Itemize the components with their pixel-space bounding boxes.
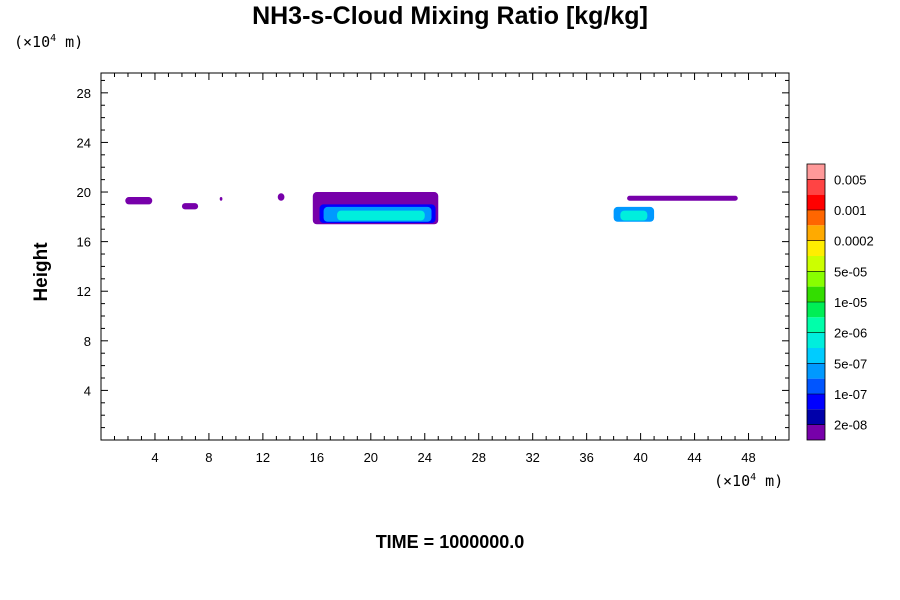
colorbar-segment bbox=[807, 194, 825, 210]
colorbar-segment bbox=[807, 271, 825, 287]
colorbar-label: 0.001 bbox=[834, 203, 867, 218]
data-region bbox=[337, 210, 425, 221]
colorbar-segment bbox=[807, 240, 825, 256]
y-tick-label: 12 bbox=[77, 284, 91, 299]
colorbar-segment bbox=[807, 409, 825, 425]
x-tick-label: 36 bbox=[579, 450, 593, 465]
colorbar-segment bbox=[807, 286, 825, 302]
colorbar-segment bbox=[807, 348, 825, 364]
colorbar-segment bbox=[807, 332, 825, 348]
x-tick-label: 4 bbox=[151, 450, 158, 465]
colorbar-label: 2e-06 bbox=[834, 326, 867, 341]
data-region bbox=[620, 210, 648, 221]
colorbar-segment bbox=[807, 210, 825, 226]
plot-frame bbox=[100, 72, 790, 441]
x-tick-label: 8 bbox=[205, 450, 212, 465]
time-label: TIME = 1000000.0 bbox=[375, 532, 525, 552]
colorbar-label: 1e-05 bbox=[834, 295, 867, 310]
chart-title: NH3-s-Cloud Mixing Ratio [kg/kg] bbox=[252, 2, 648, 30]
colorbar-segment bbox=[807, 225, 825, 241]
colorbar-label: 5e-07 bbox=[834, 356, 867, 371]
colorbar-segment bbox=[807, 394, 825, 410]
colorbar-label: 0.0002 bbox=[834, 234, 874, 249]
colorbar-segment bbox=[807, 317, 825, 333]
x-tick-label: 40 bbox=[633, 450, 647, 465]
colorbar-label: 2e-08 bbox=[834, 418, 867, 433]
data-region bbox=[125, 196, 153, 205]
colorbar-segment bbox=[807, 164, 825, 180]
y-tick-label: 4 bbox=[84, 383, 91, 398]
data-region bbox=[277, 193, 285, 201]
y-axis-unit: (×104 m) bbox=[14, 33, 84, 51]
x-tick-label: 24 bbox=[418, 450, 432, 465]
y-tick-label: 24 bbox=[77, 135, 91, 150]
x-tick-label: 28 bbox=[471, 450, 485, 465]
colorbar-label: 0.005 bbox=[834, 172, 867, 187]
x-tick-label: 20 bbox=[364, 450, 378, 465]
y-tick-label: 16 bbox=[77, 235, 91, 250]
x-axis-unit: (×104 m) bbox=[714, 472, 784, 490]
x-tick-label: 32 bbox=[525, 450, 539, 465]
colorbar-segment bbox=[807, 179, 825, 195]
colorbar-segment bbox=[807, 363, 825, 379]
x-tick-label: 44 bbox=[687, 450, 701, 465]
colorbar-segment bbox=[807, 256, 825, 272]
colorbar-segment bbox=[807, 302, 825, 318]
x-tick-label: 48 bbox=[741, 450, 755, 465]
y-tick-label: 20 bbox=[77, 185, 91, 200]
x-tick-label: 16 bbox=[310, 450, 324, 465]
y-tick-label: 8 bbox=[84, 334, 91, 349]
x-tick-label: 12 bbox=[256, 450, 270, 465]
colorbar-label: 1e-07 bbox=[834, 387, 867, 402]
data-region bbox=[627, 195, 738, 201]
data-region bbox=[181, 203, 199, 210]
y-tick-label: 28 bbox=[77, 86, 91, 101]
data-region bbox=[219, 196, 223, 201]
colorbar-segment bbox=[807, 424, 825, 440]
colorbar-label: 5e-05 bbox=[834, 264, 867, 279]
colorbar-segment bbox=[807, 378, 825, 394]
